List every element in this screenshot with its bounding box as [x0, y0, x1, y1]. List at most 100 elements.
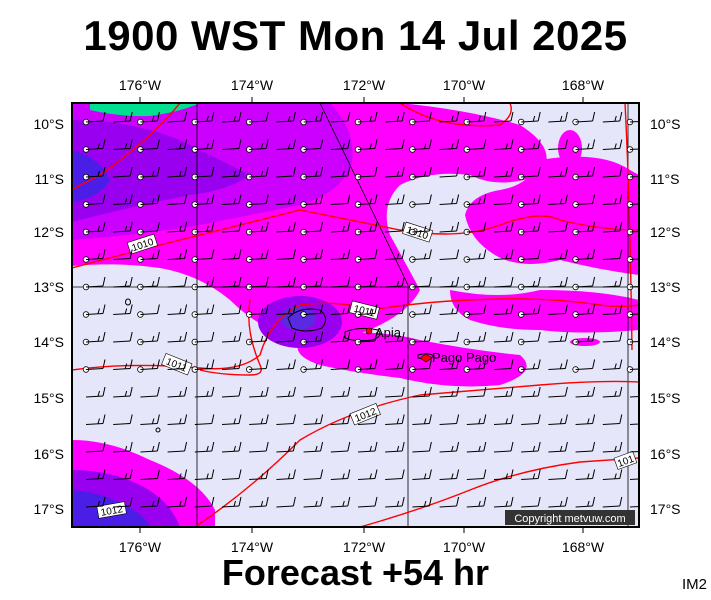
wind-barb: [137, 331, 160, 346]
wind-barb: [245, 194, 269, 208]
wind-barb: [167, 194, 188, 205]
wind-barb: [385, 441, 405, 453]
wind-barb: [140, 469, 160, 480]
wind-barb: [276, 139, 296, 150]
wind-barb: [137, 139, 160, 153]
lat-label: 17°S: [650, 501, 681, 517]
wind-barb: [439, 441, 460, 453]
wind-barb: [602, 469, 623, 480]
wind-barb: [439, 221, 460, 233]
wind-barb: [300, 194, 324, 208]
wind-barb: [303, 496, 324, 508]
lat-label: 10°S: [650, 116, 681, 132]
wind-barb: [385, 331, 405, 343]
wind-barb: [548, 414, 568, 425]
wind-barb: [412, 469, 432, 480]
wind-barb: [221, 194, 242, 205]
wind-barb: [167, 221, 188, 233]
wind-barb: [602, 331, 623, 343]
wind-barb: [276, 249, 296, 260]
wind-barb: [167, 139, 188, 150]
wind-barb: [221, 414, 242, 425]
wind-barb: [602, 194, 623, 205]
wind-barb: [113, 166, 133, 178]
wind-barb: [330, 441, 351, 453]
wind-barb: [82, 331, 106, 346]
wind-barb: [167, 469, 188, 480]
place-pago-pago: Pago Pago: [419, 350, 496, 365]
wind-barb: [354, 221, 378, 236]
wind-barb: [602, 414, 623, 425]
wind-barb: [357, 496, 378, 508]
wind-barb: [167, 276, 188, 288]
place-label: Pago Pago: [432, 350, 496, 365]
wind-barb: [602, 249, 623, 260]
wind-barb: [167, 496, 188, 508]
wind-barb: [194, 441, 215, 453]
wind-barb: [572, 111, 596, 126]
lat-label: 17°S: [33, 501, 64, 517]
map-title: 1900 WST Mon 14 Jul 2025: [83, 12, 628, 59]
wind-barb: [463, 359, 487, 373]
isobar-1012-south: [359, 457, 639, 527]
wind-barb: [548, 386, 568, 398]
wind-barb: [300, 359, 324, 373]
wind-barb: [276, 469, 296, 480]
wind-barb: [191, 276, 215, 291]
isobar-1011: [72, 298, 639, 371]
wind-barb: [602, 166, 623, 178]
wind-barb: [439, 386, 460, 398]
wind-barb: [191, 331, 215, 346]
wind-barb: [357, 386, 378, 398]
wind-barb: [466, 386, 487, 398]
wind-barb: [167, 304, 188, 315]
wind-barb: [113, 331, 133, 343]
wind-barb: [82, 249, 106, 263]
wind-barb: [385, 166, 405, 178]
wind-barb: [249, 386, 269, 398]
lat-label: 14°S: [33, 334, 64, 350]
isobar-north-east: [399, 103, 512, 127]
wind-barb: [245, 166, 269, 181]
model-tag: IM2: [681, 576, 707, 593]
lon-label: 172°W: [343, 539, 386, 555]
wind-barb: [385, 359, 405, 370]
lat-label: 16°S: [33, 446, 64, 462]
wind-barb: [300, 331, 324, 346]
wind-barb: [191, 249, 215, 263]
wind-barb: [167, 111, 188, 123]
wind-barb: [385, 139, 405, 150]
wind-barb: [330, 496, 351, 508]
wind-barb: [463, 111, 487, 126]
wind-barb: [409, 331, 432, 346]
wind-barb: [82, 194, 106, 208]
wind-barb: [548, 496, 568, 508]
wind-barb: [518, 249, 541, 263]
lat-label: 13°S: [33, 279, 64, 295]
wind-barb: [493, 496, 514, 508]
wind-barb: [221, 111, 242, 123]
wind-barb: [385, 414, 405, 425]
precipitation-layer: [72, 103, 639, 527]
wind-barb: [385, 194, 405, 205]
wind-barb: [518, 221, 541, 236]
wind-barb: [385, 304, 405, 315]
wind-barb: [602, 221, 623, 233]
wind-barb: [518, 276, 541, 291]
wind-barb: [82, 111, 106, 126]
wind-barb: [113, 111, 133, 123]
lat-label: 15°S: [650, 390, 681, 406]
wind-barb: [300, 139, 324, 153]
wind-barb: [137, 166, 160, 181]
wind-barb: [548, 331, 568, 343]
wind-barb: [330, 111, 351, 123]
wind-barb: [493, 359, 514, 370]
wind-barb: [463, 194, 487, 208]
wind-barb: [493, 386, 514, 398]
wind-barb: [493, 194, 514, 205]
wind-barb: [466, 414, 487, 425]
wind-barb: [354, 359, 378, 373]
wind-barb: [191, 166, 215, 181]
wind-barb: [191, 221, 215, 236]
wind-barb: [82, 166, 106, 181]
